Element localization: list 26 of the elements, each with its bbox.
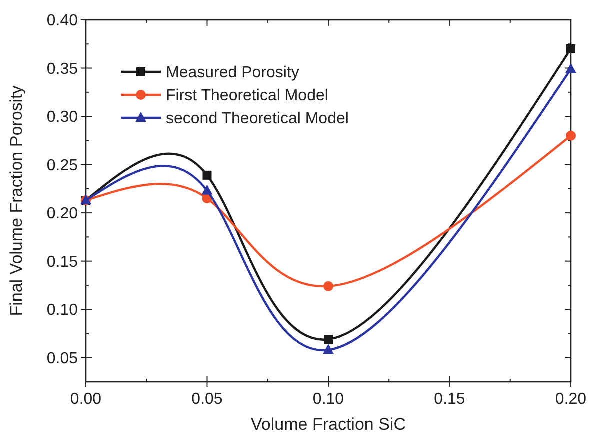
y-tick-label: 0.30 (46, 109, 78, 126)
x-tick-label: 0.05 (192, 391, 223, 408)
x-tick-label: 0.10 (312, 391, 344, 408)
point (324, 281, 334, 292)
point (202, 170, 212, 180)
y-tick-label: 0.15 (46, 254, 78, 271)
x-tick-label: 0.00 (70, 391, 102, 408)
legend-label: second Theoretical Model (166, 110, 349, 128)
y-axis-title: Final Volume Fraction Porosity (7, 85, 26, 316)
point (566, 44, 576, 54)
point (566, 130, 576, 141)
point (323, 344, 334, 354)
x-tick-label: 0.15 (434, 391, 466, 408)
point (202, 184, 213, 195)
y-tick-label: 0.35 (46, 60, 78, 78)
point (566, 63, 576, 74)
point (324, 335, 333, 344)
legend-label: First Theoretical Model (166, 88, 328, 105)
y-tick-label: 0.20 (46, 206, 78, 223)
x-axis-title: Volume Fraction SiC (251, 415, 406, 434)
y-tick-label: 0.10 (46, 302, 78, 320)
y-tick-label: 0.25 (46, 157, 78, 174)
y-tick-label: 0.40 (46, 12, 78, 30)
y-tick-label: 0.05 (46, 350, 78, 368)
x-tick-label: 0.20 (555, 391, 587, 408)
legend-label: Measured Porosity (166, 64, 300, 82)
